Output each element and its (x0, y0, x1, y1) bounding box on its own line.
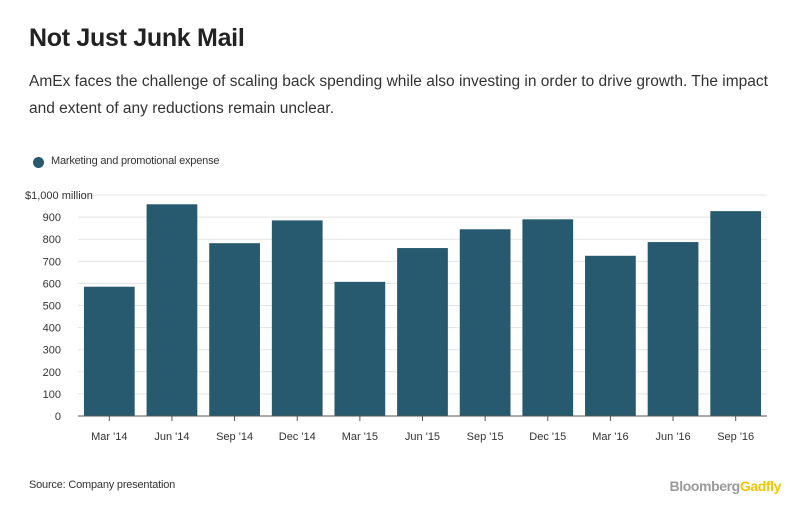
bar (83, 286, 135, 416)
bar (522, 219, 574, 416)
x-tick-label: Sep '14 (216, 431, 253, 443)
x-tick-label: Sep '15 (467, 431, 504, 443)
brand-logo: BloombergGadfly (669, 478, 782, 494)
x-tick-label: Jun '16 (655, 431, 690, 443)
bar (710, 211, 762, 416)
y-tick-label: 200 (43, 367, 61, 379)
y-tick-label: 100 (43, 389, 61, 401)
y-tick-label: 500 (43, 301, 61, 313)
y-axis-labels: 0 100 200 300 400 500 600 700 800 900 $1,000 milli… (25, 190, 93, 423)
y-tick-label: 400 (43, 323, 61, 335)
x-tick-label: Dec '15 (529, 431, 566, 443)
x-tick-label: Jun '15 (405, 431, 440, 443)
chart-title: Not Just Junk Mail (29, 24, 245, 52)
y-tick-label: 900 (43, 212, 61, 224)
brand-logo-part1: Bloomberg (669, 478, 741, 494)
x-tick-label: Mar '15 (342, 431, 378, 443)
bar (334, 281, 386, 416)
bar (209, 243, 260, 416)
x-axis: Mar '14 Jun '14 Sep '14 Dec '14 Mar '15 Jun '… (78, 415, 767, 443)
x-tick-label: Mar '16 (592, 431, 628, 443)
legend-swatch (33, 157, 44, 168)
bar (146, 204, 198, 416)
y-tick-label: 600 (43, 278, 61, 290)
x-tick-label: Jun '14 (154, 431, 189, 443)
legend-label: Marketing and promotional expense (51, 154, 220, 167)
source-note: Source: Company presentation (29, 479, 176, 491)
bar (271, 220, 323, 416)
y-tick-label: $1,000 million (25, 190, 93, 202)
x-tick-label: Dec '14 (279, 431, 316, 443)
y-tick-label: 700 (43, 256, 61, 268)
y-tick-label: 300 (43, 345, 61, 357)
y-tick-label: 800 (43, 234, 61, 246)
bar (459, 229, 511, 416)
bar (585, 255, 636, 416)
brand-logo-part2: Gadfly (739, 478, 782, 494)
bar (397, 248, 448, 416)
bars (83, 204, 762, 416)
x-tick-label: Sep '16 (717, 431, 754, 443)
bar (647, 242, 699, 416)
legend: Marketing and promotional expense (33, 153, 219, 168)
y-tick-label: 0 (55, 411, 61, 423)
chart-subtitle: AmEx faces the challenge of scaling back… (29, 73, 768, 117)
x-tick-label: Mar '14 (91, 431, 127, 443)
